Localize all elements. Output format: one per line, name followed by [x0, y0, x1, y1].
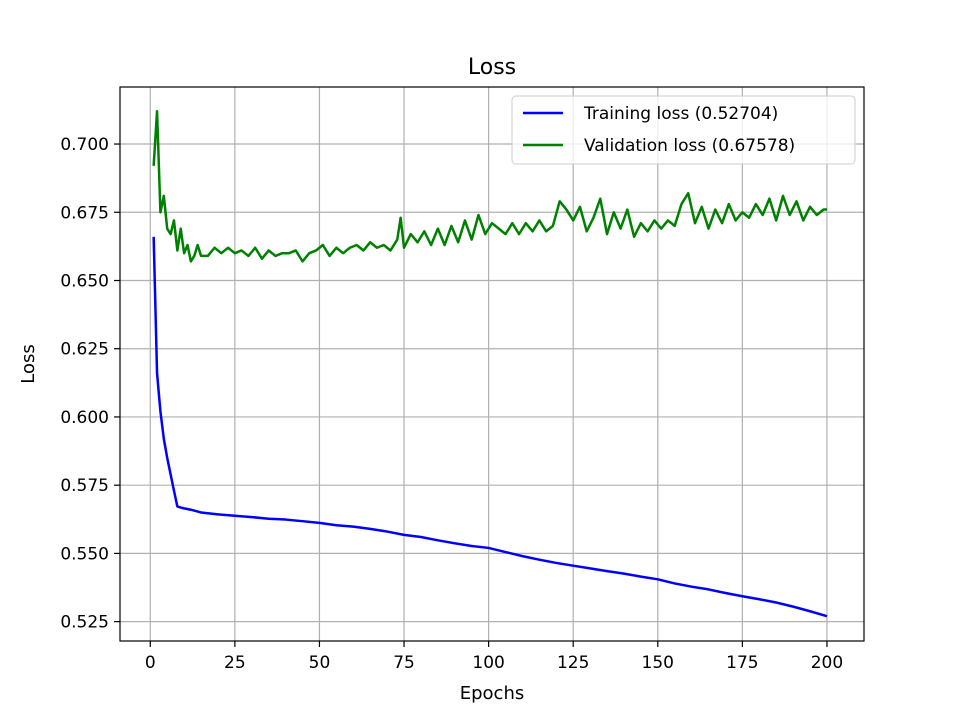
x-tick-label: 75 — [393, 653, 415, 673]
legend-label-validation: Validation loss (0.67578) — [584, 136, 795, 156]
y-tick-label: 0.550 — [60, 544, 109, 564]
y-tick-label: 0.675 — [60, 203, 109, 223]
y-tick-label: 0.700 — [60, 135, 109, 155]
x-tick-label: 25 — [224, 653, 246, 673]
legend-label-training: Training loss (0.52704) — [583, 104, 778, 124]
x-tick-label: 50 — [309, 653, 331, 673]
y-tick-label: 0.575 — [60, 476, 109, 496]
y-tick-label: 0.600 — [60, 408, 109, 428]
x-axis-label: Epochs — [460, 683, 525, 704]
validation-loss-line — [152, 110, 827, 263]
plot-area — [120, 87, 864, 641]
axis-ticks: 0 25 50 75 100 125 150 175 200 0.525 0.550 0.575 0.6… — [60, 135, 843, 673]
x-tick-label: 0 — [145, 653, 156, 673]
legend: Training loss (0.52704) Validation loss … — [511, 95, 856, 165]
y-axis-label: Loss — [18, 344, 39, 383]
x-tick-label: 200 — [811, 653, 843, 673]
x-tick-label: 175 — [726, 653, 758, 673]
x-tick-label: 100 — [472, 653, 504, 673]
chart-title: Loss — [468, 55, 516, 80]
y-tick-label: 0.650 — [60, 271, 109, 291]
training-loss-line — [152, 236, 828, 618]
plot-frame — [119, 86, 865, 642]
x-tick-label: 150 — [642, 653, 674, 673]
y-tick-label: 0.525 — [60, 613, 109, 633]
y-tick-label: 0.625 — [60, 340, 109, 360]
grid-lines — [120, 87, 864, 641]
x-tick-label: 125 — [557, 653, 589, 673]
legend-box — [511, 95, 856, 165]
series-lines — [152, 110, 828, 618]
